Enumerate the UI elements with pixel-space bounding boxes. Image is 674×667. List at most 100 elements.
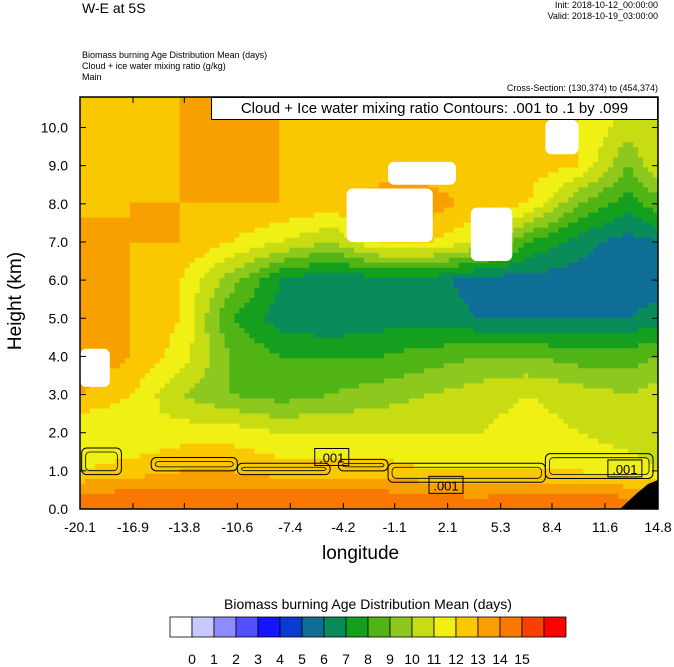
heatmap-cell — [388, 127, 395, 133]
heatmap-cell — [488, 303, 495, 309]
heatmap-cell — [149, 242, 156, 249]
heatmap-cell — [319, 292, 325, 299]
heatmap-cell — [104, 97, 111, 103]
heatmap-cell — [104, 122, 111, 128]
heatmap-cell — [134, 227, 141, 234]
heatmap-cell — [319, 242, 325, 249]
heatmap-cell — [154, 147, 161, 153]
heatmap-cell — [109, 167, 116, 173]
heatmap-cell — [354, 132, 360, 138]
heatmap-cell — [289, 227, 295, 234]
heatmap-cell — [468, 272, 475, 279]
heatmap-cell — [503, 132, 510, 138]
heatmap-cell — [159, 303, 166, 309]
heatmap-cell — [80, 242, 86, 249]
heatmap-cell — [179, 232, 186, 239]
heatmap-cell — [508, 308, 515, 314]
heatmap-cell — [224, 282, 231, 289]
heatmap-cell — [99, 172, 106, 178]
heatmap-cell — [234, 142, 241, 148]
heatmap-cell — [463, 272, 470, 279]
heatmap-cell — [493, 162, 500, 168]
heatmap-cell — [593, 257, 599, 264]
heatmap-cell — [119, 227, 126, 234]
heatmap-cell — [613, 122, 619, 128]
heatmap-cell — [653, 257, 658, 264]
heatmap-cell — [498, 127, 505, 133]
heatmap-cell — [653, 192, 658, 199]
heatmap-cell — [244, 167, 251, 173]
heatmap-cell — [229, 262, 236, 269]
heatmap-cell — [329, 122, 335, 128]
heatmap-cell — [339, 262, 345, 269]
heatmap-cell — [144, 97, 151, 103]
heatmap-cell — [199, 308, 206, 314]
heatmap-cell — [184, 252, 191, 259]
heatmap-cell — [84, 222, 91, 229]
heatmap-cell — [403, 277, 410, 284]
heatmap-cell — [169, 247, 176, 254]
heatmap-cell — [199, 97, 206, 103]
heatmap-cell — [418, 257, 425, 264]
heatmap-cell — [109, 212, 116, 219]
heatmap-cell — [124, 313, 131, 319]
heatmap-cell — [124, 303, 131, 309]
heatmap-cell — [563, 303, 569, 309]
heatmap-cell — [418, 147, 425, 153]
heatmap-cell — [269, 292, 275, 299]
heatmap-cell — [119, 247, 126, 254]
heatmap-cell — [433, 132, 440, 138]
heatmap-cell — [518, 267, 525, 274]
heatmap-cell — [438, 297, 445, 304]
heatmap-cell — [189, 297, 196, 304]
heatmap-cell — [239, 157, 246, 163]
heatmap-cell — [618, 277, 624, 284]
heatmap-cell — [478, 192, 485, 199]
heatmap-cell — [583, 167, 589, 173]
heatmap-cell — [578, 252, 584, 259]
heatmap-cell — [194, 147, 201, 153]
heatmap-cell — [84, 187, 91, 194]
heatmap-cell — [224, 177, 231, 184]
heatmap-cell — [239, 177, 246, 184]
heatmap-cell — [398, 142, 405, 148]
heatmap-cell — [194, 247, 201, 254]
heatmap-cell — [244, 308, 251, 314]
heatmap-cell — [154, 252, 161, 259]
heatmap-cell — [388, 147, 395, 153]
heatmap-cell — [518, 297, 525, 304]
heatmap-cell — [80, 197, 86, 204]
heatmap-cell — [154, 212, 161, 219]
heatmap-cell — [109, 202, 116, 209]
heatmap-cell — [638, 202, 644, 209]
heatmap-cell — [528, 222, 535, 229]
heatmap-cell — [433, 157, 440, 163]
heatmap-cell — [214, 252, 221, 259]
heatmap-cell — [538, 252, 544, 259]
heatmap-cell — [618, 197, 624, 204]
heatmap-cell — [393, 292, 400, 299]
heatmap-cell — [184, 217, 191, 224]
heatmap-cell — [219, 222, 226, 229]
heatmap-cell — [643, 167, 649, 173]
heatmap-cell — [523, 207, 530, 214]
heatmap-cell — [254, 207, 260, 214]
heatmap-cell — [194, 202, 201, 209]
heatmap-cell — [473, 303, 480, 309]
heatmap-cell — [518, 147, 525, 153]
heatmap-cell — [289, 147, 295, 153]
heatmap-cell — [109, 252, 116, 259]
heatmap-cell — [109, 112, 116, 118]
heatmap-cell — [314, 177, 320, 184]
heatmap-cell — [179, 142, 186, 148]
heatmap-cell — [638, 272, 644, 279]
heatmap-cell — [269, 212, 275, 219]
heatmap-cell — [573, 172, 579, 178]
heatmap-cell — [284, 237, 290, 244]
heatmap-cell — [369, 122, 375, 128]
heatmap-cell — [104, 292, 111, 299]
heatmap-cell — [339, 127, 345, 133]
heatmap-cell — [324, 303, 330, 309]
heatmap-cell — [543, 237, 549, 244]
heatmap-cell — [563, 187, 569, 194]
